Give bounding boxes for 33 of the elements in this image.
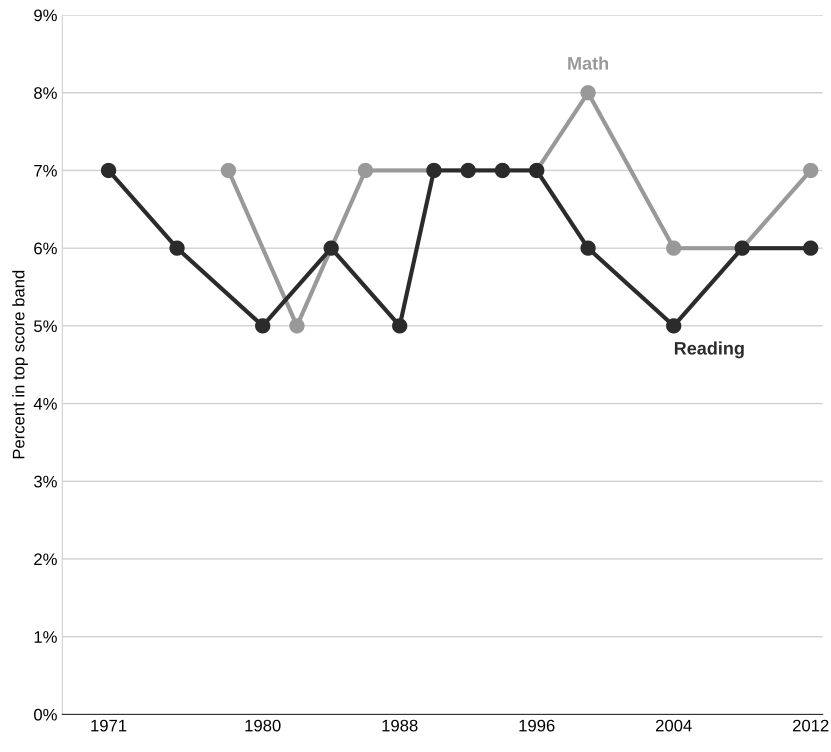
series-label: Math [568, 56, 608, 70]
point [220, 162, 236, 178]
x-tick-label: 2004 [656, 720, 692, 732]
point [358, 162, 374, 178]
x-tick-label: 1988 [382, 720, 418, 732]
y-tick-label: 7% [34, 164, 57, 177]
point [580, 240, 596, 256]
point [666, 240, 682, 256]
x-tick-label: 2012 [793, 720, 828, 732]
y-tick-label: 4% [34, 398, 57, 410]
x-tick-label: 1971 [91, 720, 126, 732]
point [803, 240, 818, 256]
y-tick-label: 8% [34, 87, 57, 99]
point [803, 162, 818, 178]
series-label: Reading [674, 341, 744, 358]
point [666, 318, 682, 334]
y-tick-label: 3% [34, 476, 57, 488]
point [289, 318, 305, 334]
point [580, 85, 596, 100]
y-tick-label: 0% [34, 708, 57, 721]
y-axis-title: Percent in top score band [12, 270, 28, 458]
point [324, 240, 339, 256]
point [100, 162, 116, 178]
point [255, 318, 270, 334]
y-tick-label: 6% [34, 242, 57, 254]
y-tick-label: 5% [34, 320, 57, 332]
point [392, 318, 408, 334]
x-tick-label: 1996 [519, 720, 555, 732]
y-tick-label: 1% [34, 631, 57, 643]
y-tick-label: 9% [34, 9, 57, 22]
point [169, 240, 185, 256]
x-tick-label: 1980 [245, 720, 281, 732]
y-tick-label: 2% [34, 553, 57, 566]
